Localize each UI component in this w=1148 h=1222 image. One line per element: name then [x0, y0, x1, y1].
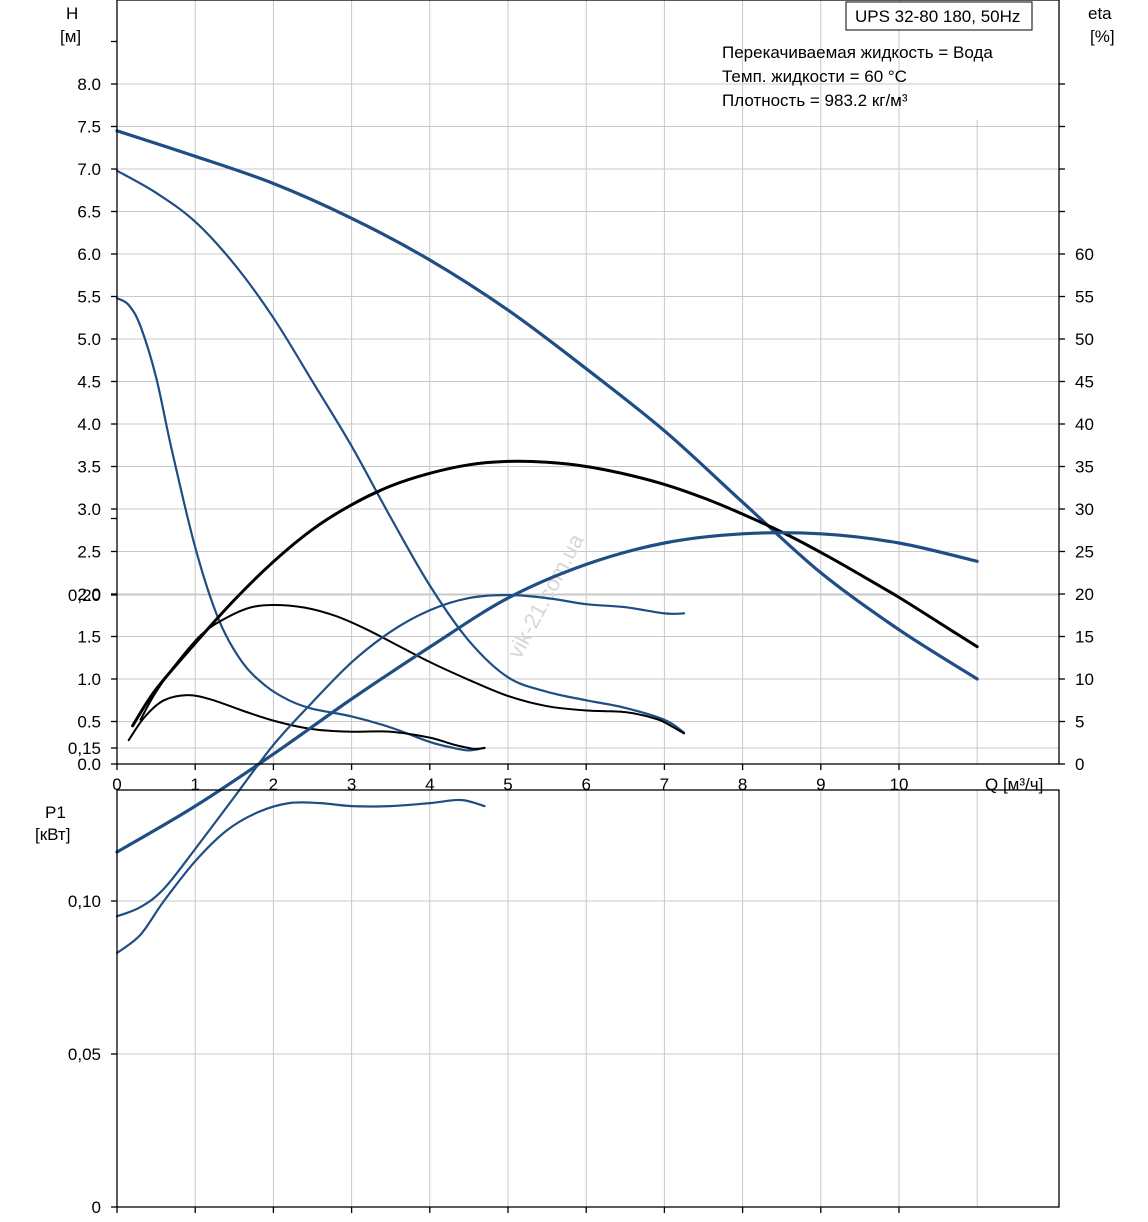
h-tick-label-8.0: 8.0: [77, 75, 101, 94]
x-tick-label-3: 3: [347, 775, 356, 794]
upper-ticks: 0 1 2 3 4 5 6 7 8 9 100.00.51.01.52.02.53.03.54.04…: [77, 40, 1094, 794]
p1-axis-label: P1: [45, 803, 66, 822]
eta-tick-label-45: 45: [1075, 373, 1094, 392]
x-tick-label-6: 6: [581, 775, 590, 794]
h-tick-label-5.0: 5.0: [77, 330, 101, 349]
x-tick-label-1: 1: [190, 775, 199, 794]
lower-plot-frame: [116, 789, 1060, 1208]
eta-axis-unit: [%]: [1090, 27, 1115, 46]
x-tick-label-9: 9: [816, 775, 825, 794]
h-tick-label-3.0: 3.0: [77, 500, 101, 519]
h-tick-label-1.0: 1.0: [77, 670, 101, 689]
p1-tick-label-0,05: 0,05: [68, 1045, 101, 1064]
eta-tick-label-50: 50: [1075, 330, 1094, 349]
h-tick-label-3.5: 3.5: [77, 458, 101, 477]
p1-axis-unit: [кВт]: [35, 825, 70, 844]
power-curve-2: [115, 593, 686, 918]
info-line-fluid: Перекачиваемая жидкость = Вода: [722, 43, 993, 62]
p1-tick-label-0: 0: [92, 1198, 101, 1217]
head-curve-3: [115, 297, 486, 752]
eta-tick-label-60: 60: [1075, 245, 1094, 264]
eta-axis-label: eta: [1088, 4, 1112, 23]
x-tick-label-10: 10: [890, 775, 909, 794]
h-tick-label-2.0: 2.0: [77, 585, 101, 604]
eta-tick-label-35: 35: [1075, 458, 1094, 477]
h-axis-unit: [м]: [60, 27, 81, 46]
h-tick-label-6.5: 6.5: [77, 203, 101, 222]
x-tick-label-2: 2: [269, 775, 278, 794]
x-tick-label-7: 7: [660, 775, 669, 794]
eta-tick-label-0: 0: [1075, 755, 1084, 774]
x-tick-label-4: 4: [425, 775, 434, 794]
title-box: [845, 1, 1033, 31]
upper-grid: [117, 0, 1059, 764]
lower-ticks: 0 0,05 0,10 0,15 0,20: [68, 517, 900, 1217]
lower-curves: [115, 531, 979, 955]
p1-tick-label-0,20: 0,20: [68, 586, 101, 605]
h-tick-label-2.5: 2.5: [77, 543, 101, 562]
upper-curves: [115, 129, 979, 752]
h-axis-label: H: [66, 4, 78, 23]
eta-tick-label-40: 40: [1075, 415, 1094, 434]
eta-tick-label-30: 30: [1075, 500, 1094, 519]
x-tick-label-8: 8: [738, 775, 747, 794]
h-tick-label-0.0: 0.0: [77, 755, 101, 774]
h-tick-label-0.5: 0.5: [77, 713, 101, 732]
eta-tick-label-10: 10: [1075, 670, 1094, 689]
h-tick-label-4.5: 4.5: [77, 373, 101, 392]
efficiency-curve-2: [139, 604, 685, 735]
head-curve-1: [115, 129, 979, 681]
power-curve-3: [115, 798, 486, 955]
x-tick-label-5: 5: [503, 775, 512, 794]
head-curve-2: [115, 169, 686, 734]
h-tick-label-7.5: 7.5: [77, 118, 101, 137]
info-line-temperature: Темп. жидкости = 60 °C: [722, 67, 907, 86]
h-tick-label-6.0: 6.0: [77, 245, 101, 264]
eta-tick-label-25: 25: [1075, 543, 1094, 562]
eta-tick-label-20: 20: [1075, 585, 1094, 604]
h-tick-label-4.0: 4.0: [77, 415, 101, 434]
h-tick-label-5.5: 5.5: [77, 288, 101, 307]
eta-tick-label-55: 55: [1075, 288, 1094, 307]
p1-tick-label-0,15: 0,15: [68, 739, 101, 758]
info-line-density: Плотность = 983.2 кг/м³: [722, 91, 908, 110]
x-tick-label-0: 0: [112, 775, 121, 794]
eta-tick-label-15: 15: [1075, 628, 1094, 647]
chart-title: UPS 32-80 180, 50Hz: [855, 7, 1020, 26]
lower-grid: [117, 594, 1059, 1207]
efficiency-curve-3: [127, 694, 486, 750]
efficiency-curve-1: [131, 459, 979, 728]
eta-tick-label-5: 5: [1075, 713, 1084, 732]
h-tick-label-1.5: 1.5: [77, 628, 101, 647]
p1-tick-label-0,10: 0,10: [68, 892, 101, 911]
q-axis-label: Q [м³/ч]: [985, 775, 1043, 794]
h-tick-label-7.0: 7.0: [77, 160, 101, 179]
